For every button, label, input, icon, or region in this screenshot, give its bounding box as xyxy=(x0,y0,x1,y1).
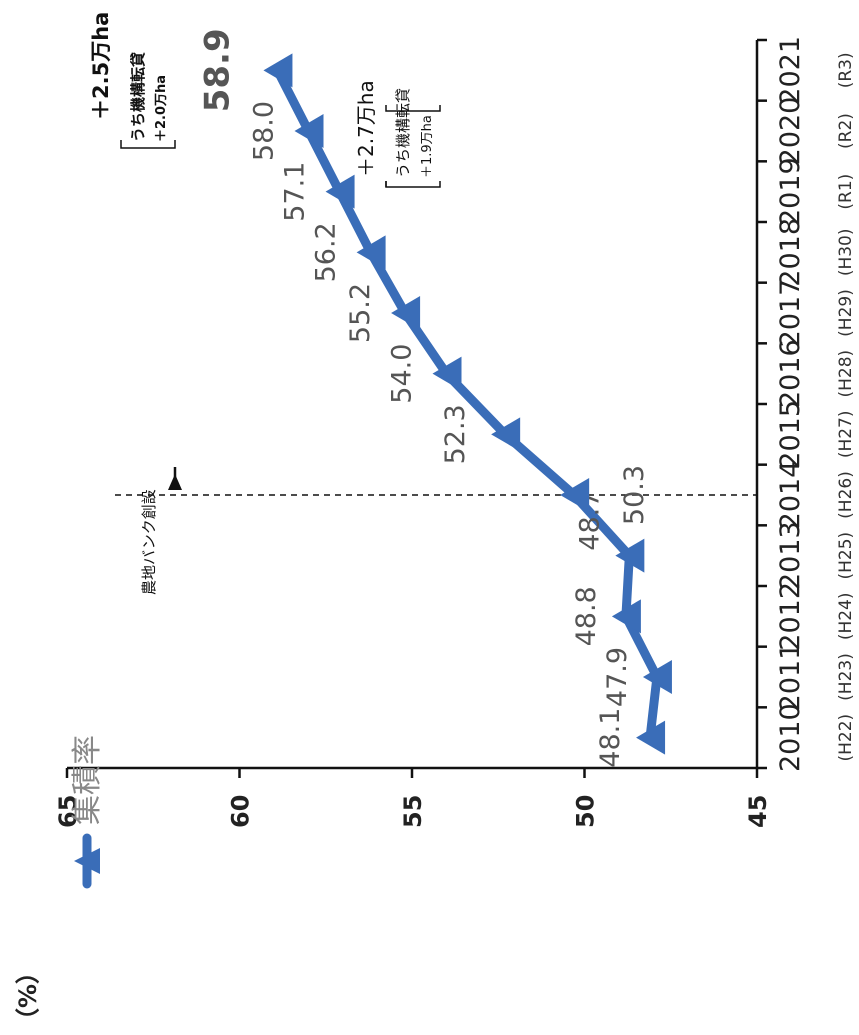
data-label: 48.1 xyxy=(595,708,626,768)
era-label: (H27) xyxy=(836,410,856,458)
data-label: 57.1 xyxy=(280,162,311,222)
data-label: 52.3 xyxy=(440,404,471,464)
data-point-marker xyxy=(642,660,672,694)
era-label: (R2) xyxy=(836,113,856,149)
data-point-marker xyxy=(560,478,590,512)
value-tick-label: 65 xyxy=(54,795,82,828)
era-label: (H26) xyxy=(836,471,856,519)
annotation-2020-sub-value: ＋1.9万ha xyxy=(420,115,435,178)
data-point-marker xyxy=(491,417,521,452)
value-tick-label: 55 xyxy=(399,795,427,828)
data-label: 56.2 xyxy=(311,222,342,282)
category-label: 2016 xyxy=(775,339,806,408)
category-label: 2014 xyxy=(775,461,806,530)
series-group: 48.147.948.848.7 50.352.354.055.256.257.1… xyxy=(197,28,672,768)
bank-arrow-head-icon xyxy=(168,474,182,490)
annotation-2021-sub-prefix: うち機構転貸 xyxy=(129,52,147,142)
category-label: 2012 xyxy=(775,582,806,651)
data-point-marker xyxy=(611,599,641,634)
data-point-marker xyxy=(294,114,324,148)
era-label: (H30) xyxy=(836,228,856,276)
data-label: 58.0 xyxy=(249,101,280,161)
data-point-marker xyxy=(636,720,666,755)
data-point-marker xyxy=(263,53,293,88)
data-point-marker xyxy=(391,296,421,330)
category-label: 2013 xyxy=(775,521,806,590)
era-label: (H29) xyxy=(836,289,856,337)
legend-label: 集積率 xyxy=(70,735,105,825)
category-label: 2015 xyxy=(775,400,806,469)
data-label: 48.8 xyxy=(571,586,602,646)
era-label: (H25) xyxy=(836,532,856,580)
era-label: (H24) xyxy=(836,592,856,640)
y-axis-label: （%） xyxy=(14,960,42,1032)
legend: 集積率 xyxy=(70,735,105,889)
category-label: 2020 xyxy=(775,97,806,166)
category-label: 2017 xyxy=(775,279,806,348)
bank-label: 農地バンク創設 xyxy=(140,489,158,595)
data-point-marker xyxy=(325,174,355,209)
annotation-2021-sub-value: ＋2.0万ha xyxy=(154,75,169,142)
data-label: 54.0 xyxy=(387,344,418,404)
data-label: 58.9 xyxy=(197,28,237,112)
value-tick-label: 50 xyxy=(572,795,600,828)
category-label: 2010 xyxy=(775,703,806,772)
annotations: 農地バンク創設 ＋2.7万ha うち機構転貸 ＋1.9万ha ＋2.5万ha う… xyxy=(89,12,757,595)
category-label: 2021 xyxy=(775,36,806,105)
value-tick-label: 60 xyxy=(227,795,255,828)
data-point-marker xyxy=(432,356,462,391)
data-label: 55.2 xyxy=(345,283,376,343)
era-label: (H22) xyxy=(836,714,856,762)
era-label: (R3) xyxy=(836,52,856,88)
annotation-2020-sub-prefix: うち機構転貸 xyxy=(394,88,412,178)
annotation-2020: ＋2.7万ha うち機構転貸 ＋1.9万ha xyxy=(354,80,441,188)
axes: 45 50 55 60 65 2010 (H22) 2011 (H23) 2012 (H24) 201… xyxy=(54,36,856,828)
data-point-marker xyxy=(615,538,645,573)
legend-marker-icon xyxy=(74,848,100,874)
annotation-2020-main: ＋2.7万ha xyxy=(354,80,378,177)
annotation-2021-bracket xyxy=(120,140,176,149)
era-label: (H28) xyxy=(836,350,856,398)
annotation-2021-main: ＋2.5万ha xyxy=(89,12,113,120)
data-label: 47.9 xyxy=(602,647,633,707)
category-label: 2011 xyxy=(775,643,806,712)
data-point-marker xyxy=(356,235,386,270)
era-label: (H23) xyxy=(836,653,856,701)
era-label: (R1) xyxy=(836,174,856,210)
category-label: 2019 xyxy=(775,157,806,226)
category-label: 2018 xyxy=(775,218,806,287)
annotation-2021: ＋2.5万ha うち機構転貸 ＋2.0万ha xyxy=(89,12,176,149)
value-tick-label: 45 xyxy=(744,795,772,828)
data-label: 50.3 xyxy=(619,465,650,525)
